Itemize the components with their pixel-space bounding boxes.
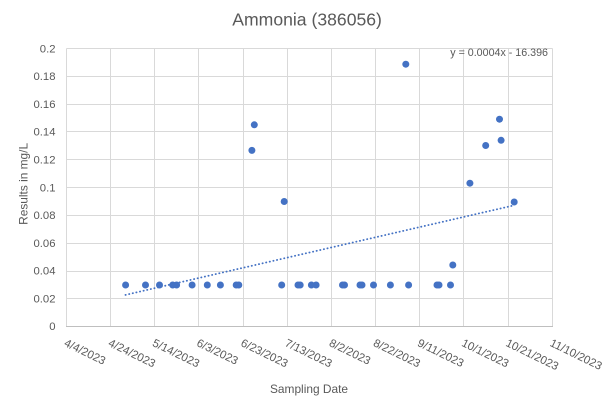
svg-text:6/23/2023: 6/23/2023 <box>239 337 290 370</box>
svg-text:8/2/2023: 8/2/2023 <box>327 337 372 367</box>
svg-text:0.14: 0.14 <box>34 127 56 139</box>
svg-text:0.2: 0.2 <box>40 43 56 55</box>
svg-text:0.02: 0.02 <box>34 293 56 305</box>
svg-text:Results in mg/L: Results in mg/L <box>16 143 30 225</box>
svg-text:10/1/2023: 10/1/2023 <box>460 337 511 370</box>
svg-text:5/14/2023: 5/14/2023 <box>150 337 201 370</box>
svg-text:y = 0.0004x - 16.396: y = 0.0004x - 16.396 <box>450 47 548 59</box>
svg-text:0: 0 <box>49 321 55 333</box>
svg-text:0.1: 0.1 <box>40 182 56 194</box>
svg-text:Sampling Date: Sampling Date <box>270 382 348 396</box>
svg-text:7/13/2023: 7/13/2023 <box>283 337 334 370</box>
svg-text:0.12: 0.12 <box>34 155 56 167</box>
svg-text:9/11/2023: 9/11/2023 <box>415 337 465 370</box>
svg-text:Ammonia (386056): Ammonia (386056) <box>232 9 382 29</box>
svg-text:6/3/2023: 6/3/2023 <box>195 337 240 367</box>
svg-text:0.06: 0.06 <box>34 238 56 250</box>
svg-text:4/4/2023: 4/4/2023 <box>62 337 107 367</box>
svg-text:8/22/2023: 8/22/2023 <box>371 337 422 370</box>
svg-text:0.18: 0.18 <box>34 71 56 83</box>
svg-text:0.04: 0.04 <box>34 266 56 278</box>
svg-text:0.08: 0.08 <box>34 210 56 222</box>
svg-text:0.16: 0.16 <box>34 99 56 111</box>
svg-text:4/24/2023: 4/24/2023 <box>106 337 157 370</box>
